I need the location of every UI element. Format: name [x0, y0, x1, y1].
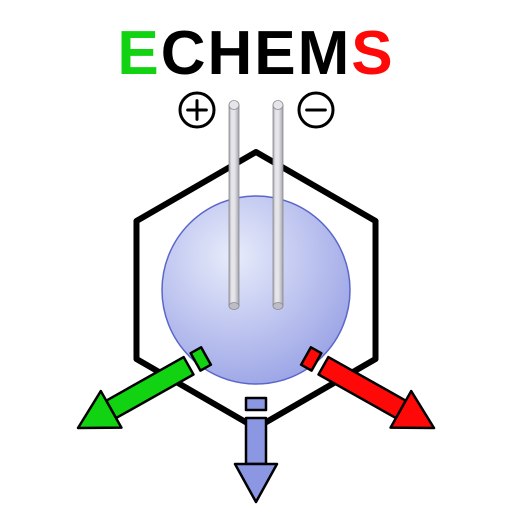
title-letter-E2: E: [254, 19, 297, 88]
sphere-icon: [162, 196, 350, 384]
title-letter-M: M: [298, 19, 352, 88]
logo-title: ECHEMS: [0, 18, 512, 89]
arrow-blue: [235, 398, 277, 502]
title-letter-H: H: [207, 19, 254, 88]
title-letter-S: S: [351, 19, 394, 88]
echems-logo: ECHEMS: [0, 0, 512, 512]
electrode-left: [229, 105, 239, 306]
electrode-right: [273, 105, 283, 306]
title-letter-E1: E: [117, 19, 160, 88]
title-letter-C: C: [161, 19, 208, 88]
